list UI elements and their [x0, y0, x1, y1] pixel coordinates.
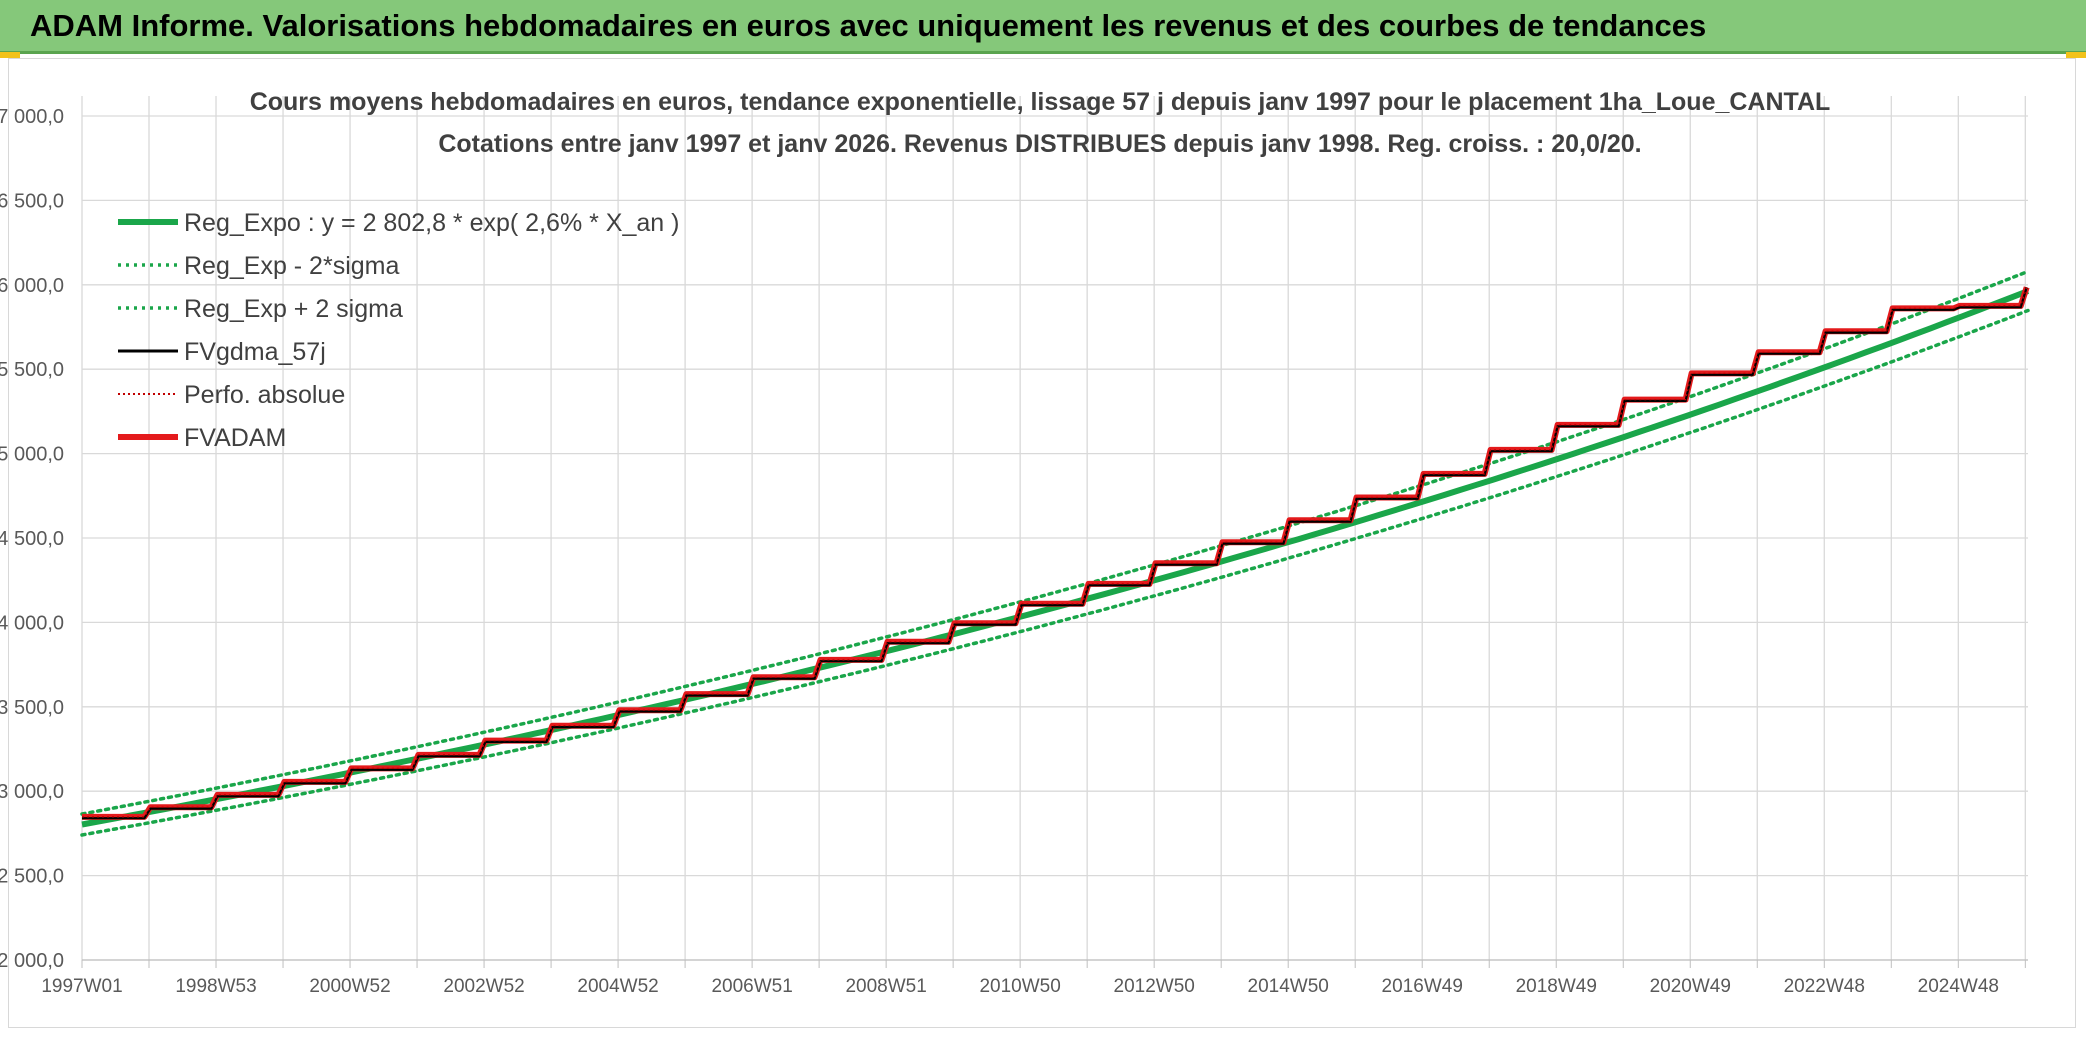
y-axis-ticks: 2 000,0 2 500,0 3 000,0 3 500,0 4 000,0 4 500…	[0, 106, 64, 972]
legend-label: Reg_Expo : y = 2 802,8 * exp( 2,6% * X_a…	[184, 209, 679, 237]
legend-label: Reg_Exp - 2*sigma	[184, 252, 399, 280]
y-tick-label: 2 500,0	[0, 866, 64, 888]
legend-label: Perfo. absolue	[184, 381, 345, 409]
header-bar: ADAM Informe. Valorisations hebdomadaire…	[0, 0, 2086, 54]
x-tick-label: 2004W52	[577, 976, 658, 997]
chart-series	[80, 269, 2030, 837]
series-fvadam	[82, 286, 2030, 820]
x-tick-label: 1997W01	[41, 976, 122, 997]
y-tick-label: 3 000,0	[0, 781, 64, 803]
chart-frame	[8, 58, 2076, 1028]
y-tick-label: 3 500,0	[0, 697, 64, 719]
x-tick-label: 2010W50	[979, 976, 1060, 997]
x-tick-label: 2014W50	[1248, 976, 1329, 997]
series-reg-expo	[81, 288, 2030, 828]
x-axis-ticks: 1997W01 1998W53 2000W52 2002W52 2004W52 2006W…	[41, 959, 2028, 997]
chart-title-line1: Cours moyens hebdomadaires en euros, ten…	[250, 88, 1831, 116]
chart-title-line2: Cotations entre janv 1997 et janv 2026. …	[438, 130, 1641, 158]
series-reg-plus-2sigma	[80, 269, 2030, 816]
x-tick-label: 2018W49	[1516, 976, 1597, 997]
x-tick-label: 1998W53	[175, 976, 256, 997]
y-tick-label: 5 500,0	[0, 359, 64, 381]
x-tick-label: 2006W51	[711, 976, 792, 997]
series-perfo-absolue	[82, 287, 2028, 818]
y-tick-label: 7 000,0	[0, 106, 64, 128]
legend: Reg_Expo : y = 2 802,8 * exp( 2,6% * X_a…	[118, 209, 679, 452]
x-tick-label: 2016W49	[1382, 976, 1463, 997]
series-fvgdma-57j	[82, 286, 2028, 820]
x-tick-label: 2024W48	[1918, 976, 1999, 997]
y-tick-label: 4 500,0	[0, 528, 64, 550]
legend-label: Reg_Exp + 2 sigma	[184, 295, 403, 323]
x-tick-label: 2012W50	[1114, 976, 1195, 997]
legend-label: FVgdma_57j	[184, 338, 326, 366]
x-tick-label: 2002W52	[443, 976, 524, 997]
x-tick-label: 2008W51	[845, 976, 926, 997]
report-title: ADAM Informe. Valorisations hebdomadaire…	[30, 8, 1707, 43]
legend-label: FVADAM	[184, 424, 286, 452]
x-tick-label: 2022W48	[1784, 976, 1865, 997]
series-reg-minus-2sigma	[80, 308, 2030, 837]
x-tick-label: 2020W49	[1650, 976, 1731, 997]
corner-marker	[2066, 52, 2086, 58]
y-tick-label: 2 000,0	[0, 950, 64, 972]
y-tick-label: 4 000,0	[0, 612, 64, 634]
y-tick-label: 6 500,0	[0, 190, 64, 212]
x-tick-label: 2000W52	[309, 976, 390, 997]
y-tick-label: 5 000,0	[0, 444, 64, 466]
y-tick-label: 6 000,0	[0, 275, 64, 297]
corner-marker	[0, 52, 20, 58]
